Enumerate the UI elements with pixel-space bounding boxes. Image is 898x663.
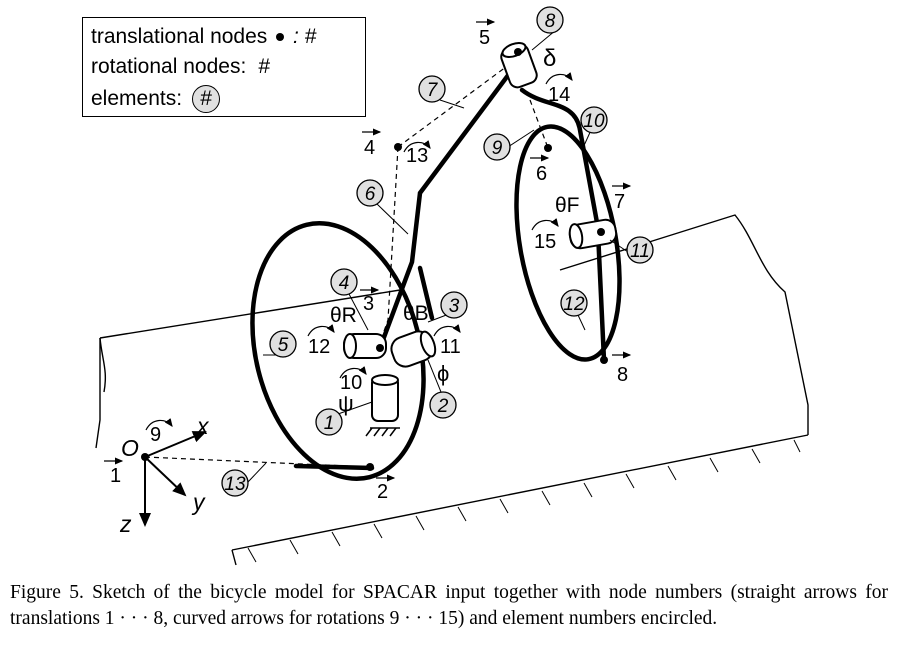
node-translation-7: 7 [614,191,625,213]
legend-elements-symbol: # [191,85,220,113]
x-axis-label: x [196,413,210,439]
element-2: 2 [437,396,449,417]
coordinate-axes [139,431,207,527]
y-axis-label: y [191,489,206,515]
legend-rotational: rotational nodes: # [91,55,270,79]
node-translation-6: 6 [536,163,547,185]
rear-hub [343,333,387,359]
z-axis-label: z [119,511,132,537]
element-1: 1 [324,413,335,434]
angle-phi: ϕ [437,361,449,386]
node-translation-2: 2 [377,481,388,503]
angle-delta: δ [543,45,556,72]
node-translation-5: 5 [479,27,490,49]
ground-support [365,427,400,437]
node-rotation-10: 10 [340,372,362,394]
element-9: 9 [492,138,503,159]
legend-elements-label: elements: [91,87,183,110]
node-rotation-14: 14 [548,84,570,106]
node-rotation-15: 15 [534,231,556,253]
figure-caption: Figure 5. Sketch of the bicycle model fo… [10,580,888,632]
node-rotation-9: 9 [150,424,161,446]
angle-theta-r: θR [330,304,357,327]
origin-label: O [121,435,139,461]
element-7: 7 [427,80,439,101]
caption-text: Figure 5. Sketch of the bicycle model fo… [10,582,888,629]
steering-post [371,374,399,422]
bottom-bracket [390,330,437,368]
legend-translational-symbol: : # [292,25,317,48]
rotation-arrows [145,72,573,431]
node-rotation-13: 13 [406,145,428,167]
node-translation-4: 4 [364,137,375,159]
angle-psi: ψ [338,391,354,416]
element-3: 3 [449,296,460,317]
node-rotation-11: 11 [440,336,461,358]
element-6: 6 [365,184,376,205]
element-10: 10 [583,111,605,132]
element-8: 8 [545,11,556,32]
element-13: 13 [224,474,246,495]
legend-rotational-label: rotational nodes: [91,55,247,78]
element-5: 5 [278,335,289,356]
element-circles [221,6,654,497]
legend-elements: elements: # [91,85,220,113]
angle-theta-f: θF [555,194,580,217]
legend-rotational-symbol: # [258,55,270,78]
head-tube [500,42,538,89]
ground-plane [95,214,809,566]
node-translation-8: 8 [617,364,628,386]
legend-translational-label: translational nodes [91,25,268,48]
node-translation-1: 1 [110,465,121,487]
ground-hatching [247,439,801,563]
bicycle-model-sketch: O x y z 1 2 3 4 5 6 7 8 9 10 11 12 13 14… [95,6,809,566]
front-hub [568,218,618,250]
element-4: 4 [339,273,350,294]
frame [293,59,607,471]
translation-arrows [104,18,632,482]
element-numbers: 1 2 3 4 5 6 7 8 9 10 11 12 13 [224,11,649,495]
element-11: 11 [630,241,650,262]
legend-translational: translational nodes : # [91,25,316,49]
element-12: 12 [563,294,585,315]
legend: translational nodes : # rotational nodes… [82,17,366,117]
node-dot-icon [276,33,285,42]
angle-theta-b: θB [403,302,429,325]
node-translation-3: 3 [363,293,374,315]
node-rotation-12: 12 [308,336,330,358]
front-wheel [514,124,622,362]
